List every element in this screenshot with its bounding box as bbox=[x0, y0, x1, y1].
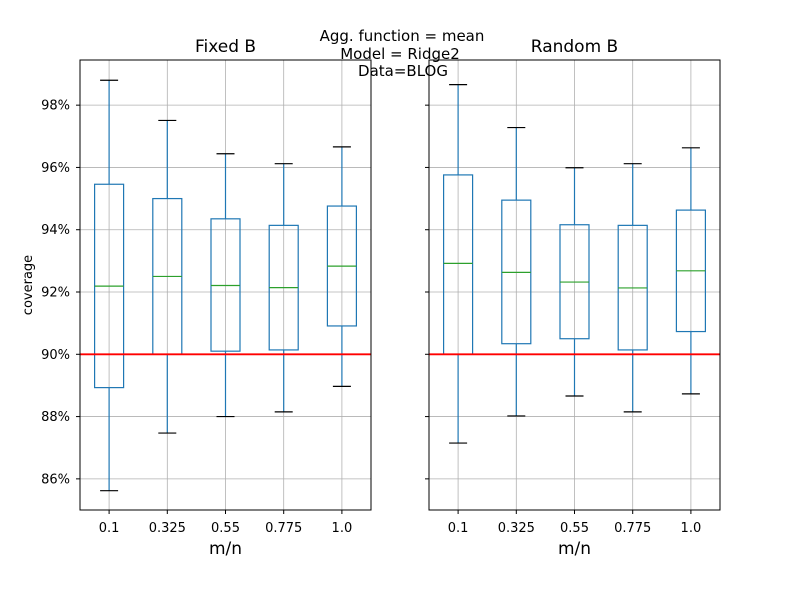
panel-title: Random B bbox=[531, 37, 618, 57]
y-tick-label: 96% bbox=[41, 161, 70, 176]
panel-title: Fixed B bbox=[195, 37, 256, 57]
y-tick-label: 88% bbox=[41, 410, 70, 425]
x-tick-label: 0.1 bbox=[448, 521, 469, 536]
x-tick-label: 0.325 bbox=[149, 521, 186, 536]
x-tick-label: 1.0 bbox=[681, 521, 702, 536]
x-tick-label: 0.1 bbox=[99, 521, 120, 536]
x-tick-label: 0.55 bbox=[560, 521, 589, 536]
x-tick-label: 0.775 bbox=[265, 521, 302, 536]
x-tick-label: 1.0 bbox=[332, 521, 353, 536]
y-tick-label: 86% bbox=[41, 472, 70, 487]
box-0.1 bbox=[443, 84, 474, 444]
y-tick-label: 94% bbox=[41, 223, 70, 238]
x-axis-label: m/n bbox=[209, 539, 242, 559]
x-tick-label: 0.55 bbox=[211, 521, 240, 536]
y-tick-label: 92% bbox=[41, 286, 70, 301]
box-0.55 bbox=[210, 153, 241, 418]
suptitle-line-1: Agg. function = mean bbox=[320, 27, 485, 45]
box-0.775 bbox=[268, 163, 299, 413]
box-0.775 bbox=[617, 163, 648, 413]
box-0.1 bbox=[93, 79, 125, 492]
panel-fixed-b: 86% 88% 90% 92% 94% 96% 98% 0.1 0.325 0.55 0.775 1.… bbox=[21, 37, 372, 559]
y-tick-label: 90% bbox=[41, 348, 70, 363]
x-axis-label: m/n bbox=[558, 539, 591, 559]
y-tick-label: 98% bbox=[41, 99, 70, 114]
suptitle-line-3: Data=BLOG bbox=[358, 62, 448, 80]
box-1.0 bbox=[675, 147, 707, 395]
y-axis-label: coverage bbox=[21, 255, 36, 315]
panel-random-b: 0.1 0.325 0.55 0.775 1.0 Random B m/n bbox=[425, 37, 721, 559]
box-0.325 bbox=[501, 126, 532, 417]
x-tick-label: 0.325 bbox=[498, 521, 535, 536]
x-tick-label: 0.775 bbox=[614, 521, 651, 536]
box-1.0 bbox=[326, 146, 357, 387]
suptitle-line-2: Model = Ridge2 bbox=[340, 45, 460, 63]
box-0.55 bbox=[559, 167, 590, 397]
